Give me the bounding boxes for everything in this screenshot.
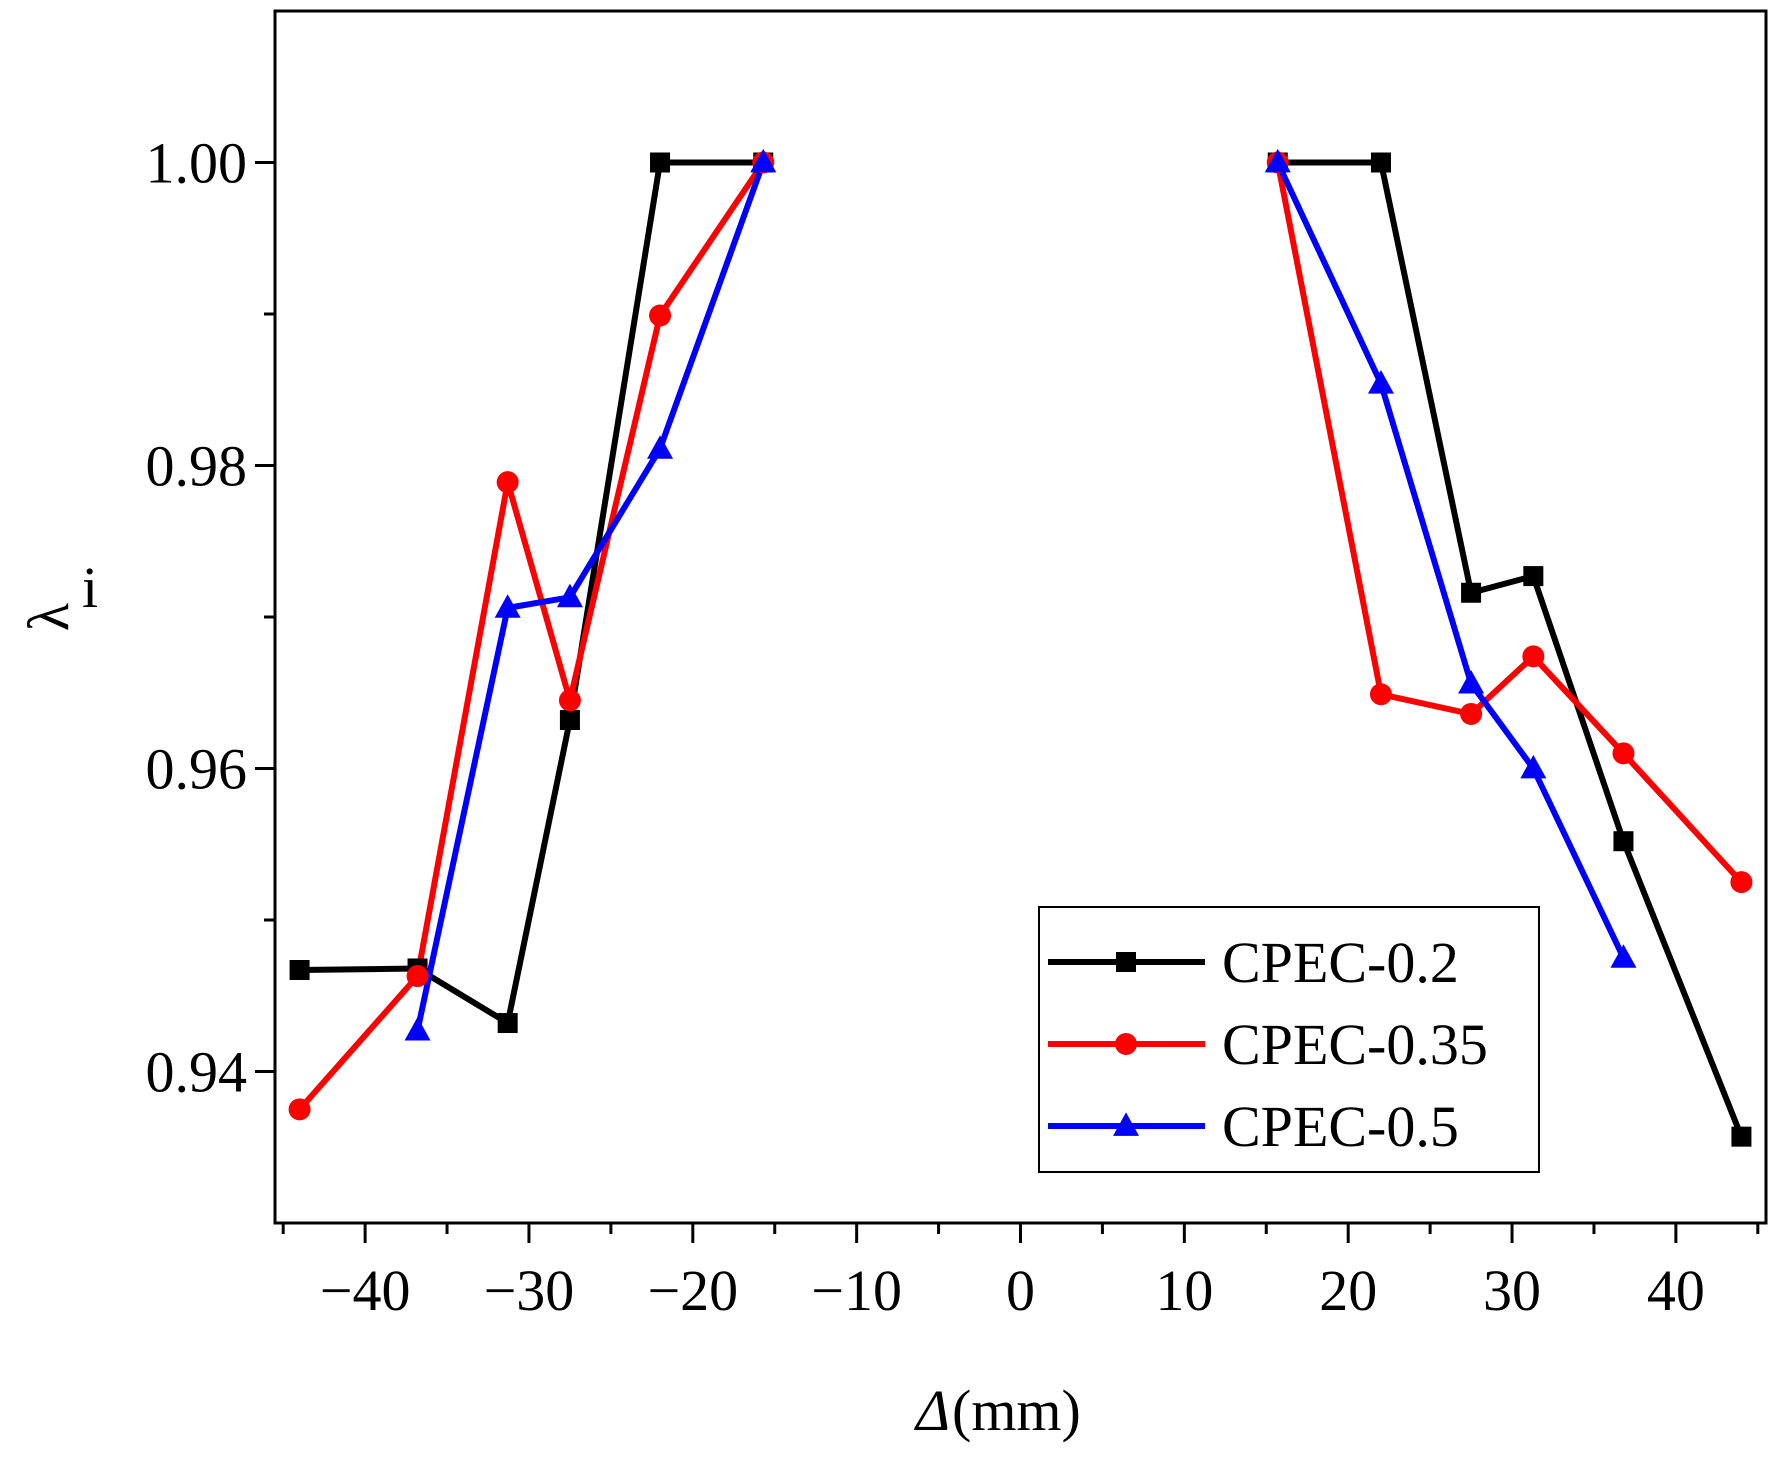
data-point-cpec-0.5 xyxy=(1610,944,1637,968)
data-point-cpec-0.2 xyxy=(1461,582,1482,603)
legend-marker-cpec-0.2 xyxy=(1116,952,1136,972)
x-axis-title: Δ (mm) xyxy=(914,1378,1081,1443)
data-point-cpec-0.5 xyxy=(1367,370,1394,394)
data-point-cpec-0.2 xyxy=(289,959,310,980)
y-axis: 0.94 0.96 0.98 1.00 xyxy=(146,131,275,1105)
legend-marker-cpec-0.5 xyxy=(1113,1112,1139,1136)
data-point-cpec-0.2 xyxy=(497,1013,518,1034)
data-point-cpec-0.35 xyxy=(406,965,429,988)
y-tick-label: 0.98 xyxy=(146,434,248,499)
legend-label: CPEC-0.5 xyxy=(1222,1094,1459,1159)
data-point-cpec-0.2 xyxy=(1370,152,1391,173)
x-tick-label: −10 xyxy=(811,1258,902,1323)
data-point-cpec-0.5 xyxy=(1458,670,1485,694)
y-tick-label: 0.94 xyxy=(146,1040,248,1105)
data-point-cpec-0.2 xyxy=(650,152,671,173)
data-point-cpec-0.35 xyxy=(288,1098,311,1121)
y-axis-title-symbol: λ xyxy=(16,603,81,631)
x-tick-label: 30 xyxy=(1483,1258,1541,1323)
data-point-cpec-0.35 xyxy=(496,471,519,494)
legend-items: CPEC-0.2 CPEC-0.35 CPEC-0.5 xyxy=(1048,930,1488,1159)
y-tick-label: 1.00 xyxy=(146,131,248,196)
data-point-cpec-0.5 xyxy=(647,435,674,459)
data-point-cpec-0.35 xyxy=(1612,742,1635,765)
series-line-cpec-0.35 xyxy=(1274,161,1744,885)
x-tick-label: 10 xyxy=(1155,1258,1213,1323)
data-point-cpec-0.2 xyxy=(559,710,580,731)
data-point-cpec-0.35 xyxy=(649,304,672,327)
data-point-cpec-0.35 xyxy=(1730,871,1753,894)
x-tick-label: 40 xyxy=(1647,1258,1705,1323)
data-point-cpec-0.5 xyxy=(556,583,583,608)
series-line-cpec-0.2 xyxy=(1277,159,1745,1138)
x-tick-label: −30 xyxy=(484,1258,575,1323)
series-line-cpec-0.35 xyxy=(297,160,766,1112)
x-tick-label: −40 xyxy=(320,1258,411,1323)
legend-marker-cpec-0.35 xyxy=(1115,1033,1137,1055)
data-point-cpec-0.5 xyxy=(494,594,521,618)
data-point-cpec-0.35 xyxy=(1369,683,1392,706)
data-point-cpec-0.2 xyxy=(1523,566,1544,587)
legend: CPEC-0.2 CPEC-0.35 CPEC-0.5 xyxy=(1038,906,1540,1173)
series-markers xyxy=(288,148,1753,1147)
data-point-cpec-0.2 xyxy=(1731,1126,1752,1147)
x-axis-title-symbol: Δ xyxy=(914,1378,950,1443)
data-point-cpec-0.2 xyxy=(1613,831,1634,852)
y-axis-title: λ i xyxy=(16,555,98,631)
x-axis: −40 −30 −20 −10 0 10 20 30 40 xyxy=(281,1223,1760,1323)
x-tick-label: 0 xyxy=(1006,1258,1035,1323)
data-point-cpec-0.35 xyxy=(558,689,581,712)
y-tick-label: 0.96 xyxy=(146,737,248,802)
x-tick-label: −20 xyxy=(647,1258,738,1323)
data-point-cpec-0.35 xyxy=(1522,645,1545,668)
legend-label: CPEC-0.2 xyxy=(1222,930,1459,995)
x-tick-label: 20 xyxy=(1319,1258,1377,1323)
data-point-cpec-0.5 xyxy=(750,148,777,173)
series-line-cpec-0.2 xyxy=(299,159,764,1028)
data-point-cpec-0.5 xyxy=(1264,148,1291,173)
data-point-cpec-0.5 xyxy=(404,1016,431,1041)
legend-label: CPEC-0.35 xyxy=(1222,1012,1488,1077)
data-point-cpec-0.35 xyxy=(1460,702,1483,725)
plot-area xyxy=(288,148,1753,1147)
x-axis-title-unit: (mm) xyxy=(952,1378,1081,1443)
y-axis-title-subscript: i xyxy=(82,555,98,620)
data-point-cpec-0.5 xyxy=(1520,754,1547,779)
